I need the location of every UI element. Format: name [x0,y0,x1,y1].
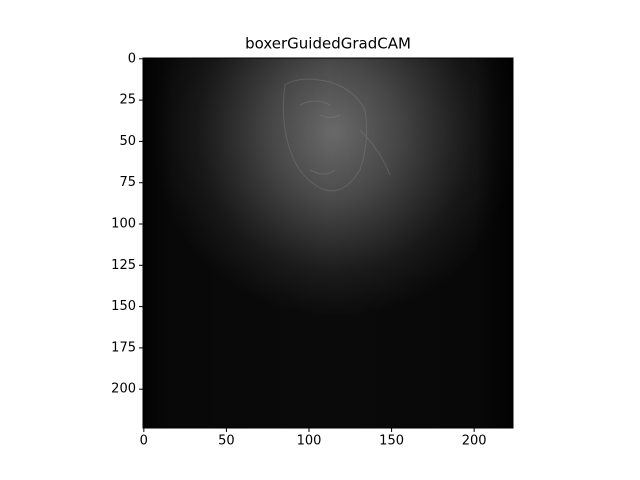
y-tick-label: 25 [119,93,136,108]
y-tick-label: 125 [111,258,136,273]
image-shading [143,58,513,428]
faint-outline [282,78,391,192]
y-tick-label: 75 [119,175,136,190]
y-tick-label: 150 [111,299,136,314]
x-tick-label: 50 [218,434,235,449]
image [143,58,513,428]
x-tick-label: 100 [297,434,322,449]
axes-frame [142,57,514,429]
y-tick-label: 175 [111,340,136,355]
x-tick-label: 200 [462,434,487,449]
y-tick-label: 200 [111,382,136,397]
y-tick-label: 0 [128,51,136,66]
y-tick-label: 100 [111,217,136,232]
x-tick-label: 150 [379,434,404,449]
chart-title: boxerGuidedGradCAM [245,35,411,53]
y-tick-label: 50 [119,134,136,149]
x-tick-label: 0 [140,434,148,449]
